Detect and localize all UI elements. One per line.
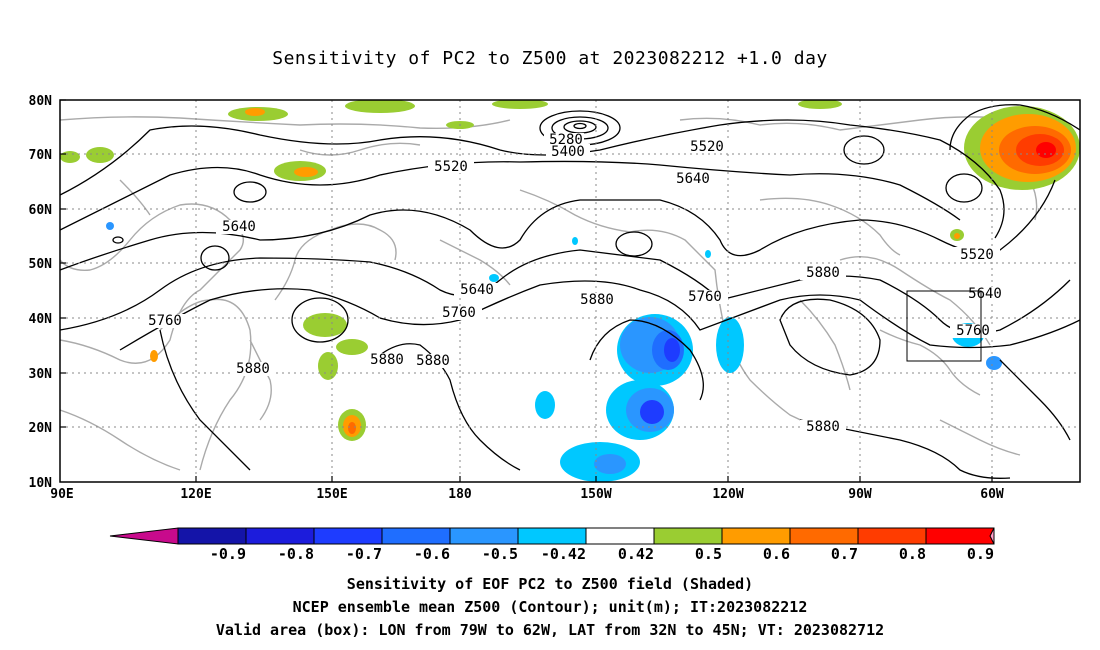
map-title: Sensitivity of PC2 to Z500 at 2023082212… <box>272 48 828 69</box>
colorbar-segment <box>245 527 315 545</box>
valid-area-box <box>906 290 982 362</box>
contour-label: 5760 <box>688 289 722 305</box>
colorbar-tick-label: -0.7 <box>346 545 382 563</box>
contour-label: 5520 <box>434 159 468 175</box>
lat-label: 20N <box>29 421 53 436</box>
colorbar-tick-label: 0.6 <box>763 545 790 563</box>
contour-label: 5640 <box>460 282 494 298</box>
colorbar-tick-label: -0.42 <box>541 545 586 563</box>
contour-label: 5640 <box>676 171 710 187</box>
contour-label: 5880 <box>806 265 840 281</box>
colorbar-tick-label: 0.7 <box>831 545 858 563</box>
colorbar-tick-label: 0.42 <box>618 545 654 563</box>
contour-label: 5520 <box>960 247 994 263</box>
colorbar-end-high <box>989 527 995 545</box>
lon-label: 60W <box>980 487 1004 502</box>
lat-label: 80N <box>29 94 53 109</box>
lat-label: 50N <box>29 257 53 272</box>
contour-label: 5640 <box>222 219 256 235</box>
lon-label: 120E <box>180 487 211 502</box>
colorbar: -0.9 -0.8 -0.7 -0.6 -0.5 -0.42 0.42 0.5 0.6 0.7 0.… <box>109 527 995 563</box>
contour-label: 5760 <box>442 305 476 321</box>
colorbar-segment <box>925 527 995 545</box>
lon-label: 90W <box>848 487 872 502</box>
contour-label: 5520 <box>690 139 724 155</box>
caption-line-1: Sensitivity of EOF PC2 to Z500 field (Sh… <box>346 575 754 593</box>
contour-label-group: 5280 5400 5520 5520 5520 5640 5640 5640 … <box>142 132 1008 435</box>
tick-marks <box>60 99 993 482</box>
contour-label: 5880 <box>580 292 614 308</box>
caption-line-2: NCEP ensemble mean Z500 (Contour); unit(… <box>292 598 808 616</box>
colorbar-segment <box>789 527 859 545</box>
contour-label: 5760 <box>956 323 990 339</box>
colorbar-tick-label: -0.6 <box>414 545 450 563</box>
colorbar-tick-label: -0.9 <box>210 545 246 563</box>
lon-label: 150W <box>580 487 611 502</box>
colorbar-tick-label: -0.8 <box>278 545 314 563</box>
lon-label: 150E <box>316 487 347 502</box>
colorbar-tick-label: 0.5 <box>695 545 722 563</box>
colorbar-segment <box>517 527 587 545</box>
colorbar-tick-label: 0.8 <box>899 545 926 563</box>
colorbar-segment <box>449 527 519 545</box>
colorbar-segment <box>313 527 383 545</box>
caption-line-3: Valid area (box): LON from 79W to 62W, L… <box>215 621 885 639</box>
contour-label: 5400 <box>551 144 585 160</box>
colorbar-segment <box>721 527 791 545</box>
sensitivity-shading <box>60 100 1080 482</box>
colorbar-tick-label: 0.9 <box>967 545 994 563</box>
lat-label: 30N <box>29 367 53 382</box>
colorbar-segment <box>653 527 723 545</box>
colorbar-tick-label: -0.5 <box>482 545 518 563</box>
lat-label: 70N <box>29 148 53 163</box>
contour-label: 5880 <box>806 419 840 435</box>
lon-label: 180 <box>448 487 472 502</box>
lon-label: 90E <box>50 487 73 502</box>
z500-contours <box>60 104 1080 479</box>
latitude-labels: 80N 70N 60N 50N 40N 30N 20N 10N <box>29 94 53 491</box>
map-frame <box>59 99 1081 483</box>
lon-label: 120W <box>712 487 743 502</box>
colorbar-segment <box>177 527 247 545</box>
colorbar-end-low <box>109 527 179 545</box>
lat-label: 60N <box>29 203 53 218</box>
contour-label: 5880 <box>416 353 450 369</box>
lat-label: 10N <box>29 476 53 491</box>
contour-label: 5640 <box>968 286 1002 302</box>
longitude-labels: 90E 120E 150E 180 150W 120W 90W 60W <box>50 487 1004 502</box>
colorbar-segment <box>381 527 451 545</box>
contour-label: 5880 <box>236 361 270 377</box>
colorbar-segment <box>857 527 927 545</box>
lat-label: 40N <box>29 312 53 327</box>
colorbar-segment <box>585 527 655 545</box>
contour-label: 5880 <box>370 352 404 368</box>
contour-label: 5760 <box>148 313 182 329</box>
